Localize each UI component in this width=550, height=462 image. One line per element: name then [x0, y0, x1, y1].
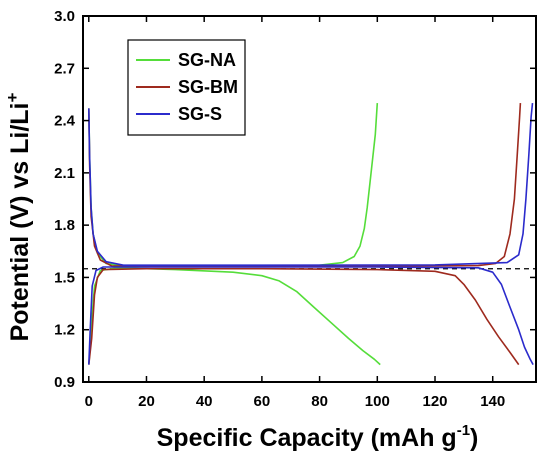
y-tick-label: 1.2	[54, 322, 75, 339]
x-tick-label: 40	[196, 393, 213, 410]
legend-label-sg-na: SG-NA	[178, 50, 236, 70]
x-tick-label: 0	[85, 393, 93, 410]
y-tick-label: 2.4	[54, 113, 76, 130]
y-axis-title-main: Potential (V) vs Li/Li	[6, 103, 34, 342]
y-tick-label: 1.5	[54, 269, 75, 286]
y-axis-title-superscript: +	[3, 93, 22, 103]
y-axis-title: Potential (V) vs Li/Li+	[3, 93, 34, 342]
y-tick-label: 2.1	[54, 165, 75, 182]
x-axis-title-main: Specific Capacity (mAh g	[157, 424, 457, 452]
legend: SG-NA SG-BM SG-S	[127, 39, 246, 136]
y-tick-label: 0.9	[54, 374, 75, 391]
x-tick-label: 20	[138, 393, 155, 410]
ticks-layer: 0 20 40 60 80 100 120 140 0.9 1.2 1.5 1.8 2.1 2.4 2.7 3…	[54, 8, 536, 410]
series-line-sg-s-discharge	[88, 266, 534, 365]
x-axis-title-superscript: -1	[457, 422, 470, 439]
legend-label-sg-bm: SG-BM	[178, 77, 238, 97]
x-tick-label: 100	[365, 393, 390, 410]
y-tick-label: 1.8	[54, 217, 75, 234]
plot-frame	[82, 15, 537, 383]
x-axis-title-close: )	[470, 424, 478, 452]
y-tick-label: 3.0	[54, 8, 75, 25]
legend-label-sg-s: SG-S	[178, 104, 222, 124]
series-line-sg-s-charge	[88, 103, 534, 266]
y-tick-label: 2.7	[54, 60, 75, 77]
x-tick-label: 140	[480, 393, 505, 410]
series-layer	[88, 103, 534, 366]
series-line-sg-bm-discharge	[88, 267, 520, 366]
x-axis-title: Specific Capacity (mAh g-1)	[157, 422, 479, 452]
x-tick-label: 80	[311, 393, 328, 410]
x-tick-label: 120	[422, 393, 447, 410]
x-tick-label: 60	[254, 393, 271, 410]
